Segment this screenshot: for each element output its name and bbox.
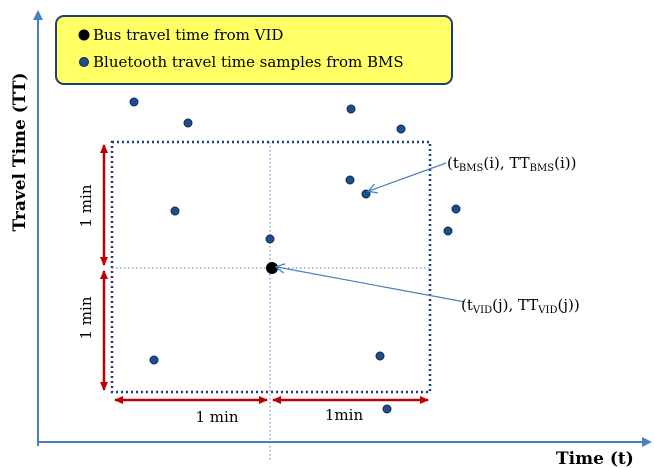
vid-annotation: (tVID(j), TTVID(j)) <box>461 296 580 316</box>
bus-vid-point <box>266 262 278 274</box>
bluetooth-sample-point <box>183 118 193 128</box>
bluetooth-sample-point <box>149 355 159 365</box>
bluetooth-sample-point <box>346 104 356 114</box>
bluetooth-sample-point <box>443 226 453 236</box>
bluetooth-sample-point <box>265 234 275 244</box>
legend-bluetooth-marker <box>79 57 89 67</box>
y-axis-title: Travel Time (TT) <box>10 72 30 231</box>
bluetooth-samples <box>129 97 461 414</box>
dimension-label-left-lower: 1 min <box>77 296 95 339</box>
legend-box <box>55 15 453 85</box>
bluetooth-sample-point <box>361 189 371 199</box>
legend-bus-label: Bus travel time from VID <box>93 26 283 44</box>
vid-leader-line <box>277 267 466 303</box>
bluetooth-sample-point <box>396 124 406 134</box>
legend-bus-marker <box>78 29 90 41</box>
bluetooth-sample-point <box>170 206 180 216</box>
matching-window <box>110 140 432 394</box>
dimension-label-left-upper: 1 min <box>77 184 95 227</box>
legend-bluetooth-label: Bluetooth travel time samples from BMS <box>93 53 404 71</box>
bluetooth-sample-point <box>345 175 355 185</box>
bluetooth-sample-point <box>129 97 139 107</box>
bms-leader-line <box>369 162 447 191</box>
x-axis-title: Time (t) <box>556 449 634 468</box>
dimension-label-bottom-right: 1min <box>325 406 364 424</box>
bluetooth-sample-point <box>375 351 385 361</box>
bms-annotation: (tBMS(i), TTBMS(i)) <box>447 154 576 174</box>
dimension-label-bottom-left: 1 min <box>196 408 239 426</box>
bluetooth-sample-point <box>451 204 461 214</box>
bluetooth-sample-point <box>382 404 392 414</box>
